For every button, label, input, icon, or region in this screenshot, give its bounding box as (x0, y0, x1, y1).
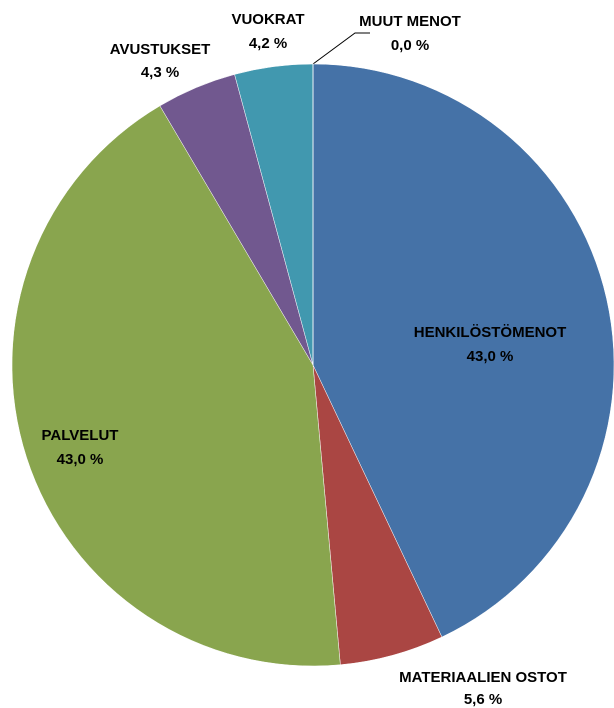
slice-name: PALVELUT (42, 427, 119, 444)
slice-name: VUOKRAT (231, 11, 304, 28)
slice-value: 5,6 % (464, 691, 502, 708)
slice-value: 4,3 % (141, 64, 179, 81)
slice-name: AVUSTUKSET (110, 41, 211, 58)
slice-name: HENKILÖSTÖMENOT (414, 324, 567, 341)
slice-value: 43,0 % (57, 451, 104, 468)
leader-line (312, 32, 370, 65)
slice-name: MATERIAALIEN OSTOT (399, 669, 567, 686)
slice-value: 43,0 % (467, 348, 514, 365)
slice-name: MUUT MENOT (359, 13, 461, 30)
pie-slice (11, 105, 341, 667)
pie-slice (312, 63, 614, 638)
slice-value: 4,2 % (249, 35, 287, 52)
slice-value: 0,0 % (391, 37, 429, 54)
